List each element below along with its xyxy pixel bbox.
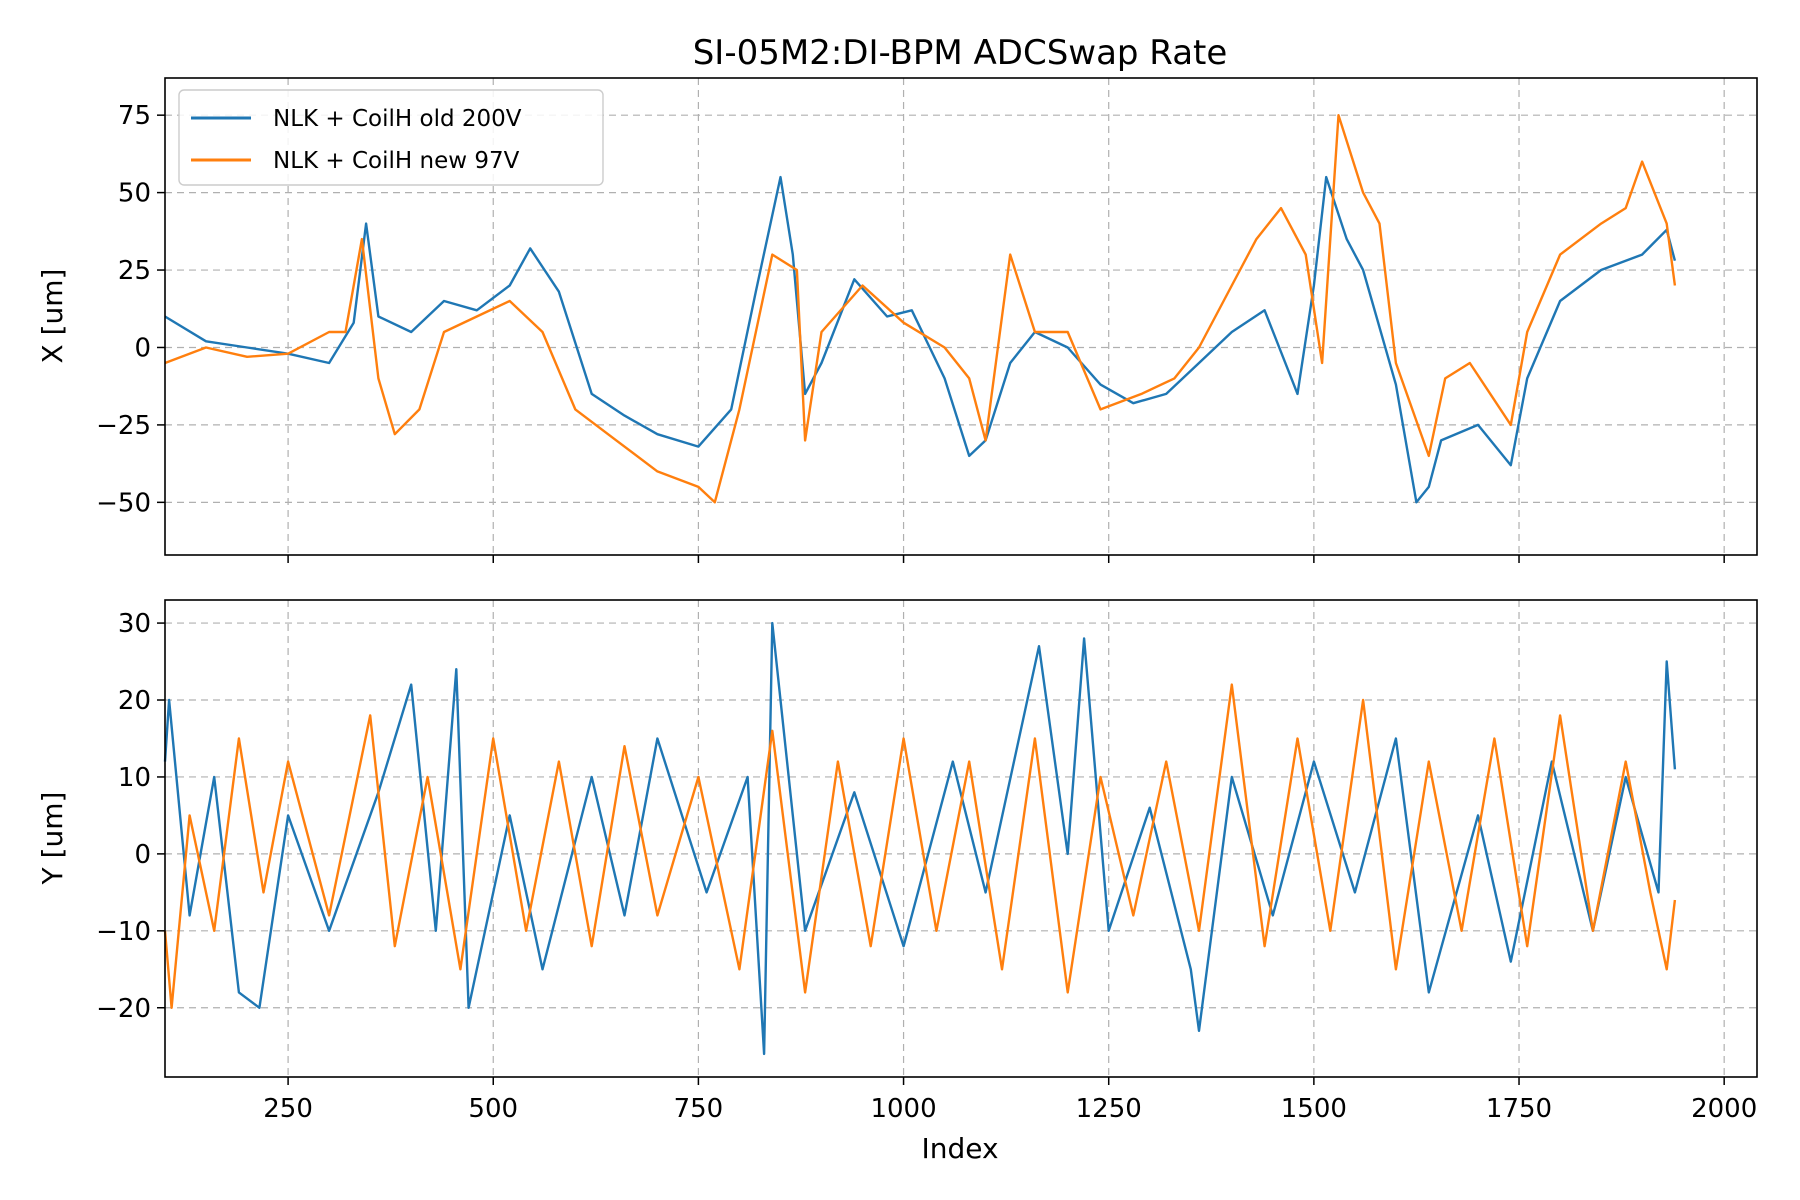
chart-title: SI-05M2:DI-BPM ADCSwap Rate — [693, 33, 1228, 73]
y-tick-label: −10 — [96, 917, 151, 947]
y-tick-label: 30 — [118, 609, 151, 639]
panel-x: −50 −25 0 25 50 75 X [um] NLK + CoilH old 200… — [36, 77, 1758, 563]
x-tick-label: 250 — [263, 1094, 313, 1124]
x-tick-label: 1000 — [870, 1094, 936, 1124]
x-axis-label: Index — [921, 1132, 998, 1165]
y-panel-ticks: 250 500 750 1000 1250 1500 1750 2000 −20 −10 0 10 20… — [96, 609, 1757, 1124]
x-panel-series — [164, 113, 1677, 504]
y-tick-label: 25 — [118, 256, 151, 286]
x-panel-ticks: −50 −25 0 25 50 75 — [96, 101, 1725, 563]
x-panel-frame — [164, 77, 1758, 556]
series-line-new-97v — [164, 113, 1677, 504]
panel-y: 250 500 750 1000 1250 1500 1750 2000 −20 −10 0 10 20… — [36, 599, 1758, 1124]
y-tick-label: 20 — [118, 686, 151, 716]
x-tick-label: 1500 — [1281, 1094, 1347, 1124]
y-tick-label: 10 — [118, 763, 151, 793]
legend: NLK + CoilH old 200V NLK + CoilH new 97V — [178, 89, 604, 186]
y-panel-frame — [164, 599, 1758, 1078]
x-tick-label: 1750 — [1486, 1094, 1552, 1124]
legend-label-new: NLK + CoilH new 97V — [273, 148, 520, 174]
y-tick-label: 0 — [134, 840, 151, 870]
y-panel-ylabel: Y [um] — [36, 792, 69, 886]
legend-box — [178, 89, 604, 186]
x-tick-label: 1250 — [1076, 1094, 1142, 1124]
y-tick-label: −20 — [96, 994, 151, 1024]
y-tick-label: −25 — [96, 411, 151, 441]
y-tick-label: 50 — [118, 179, 151, 209]
x-tick-label: 750 — [674, 1094, 724, 1124]
y-panel-grid — [165, 600, 1757, 1077]
y-tick-label: 75 — [118, 101, 151, 131]
x-panel-grid — [165, 78, 1757, 555]
series-line-old-200v — [164, 175, 1677, 504]
x-tick-label: 500 — [468, 1094, 518, 1124]
y-panel-series — [163, 621, 1677, 1056]
legend-label-old: NLK + CoilH old 200V — [273, 106, 522, 132]
series-line-old-200v — [163, 621, 1677, 1056]
series-line-new-97v — [163, 683, 1677, 1009]
x-tick-label: 2000 — [1691, 1094, 1757, 1124]
y-tick-label: 0 — [134, 333, 151, 363]
x-panel-ylabel: X [um] — [36, 269, 69, 364]
y-tick-label: −50 — [96, 488, 151, 518]
